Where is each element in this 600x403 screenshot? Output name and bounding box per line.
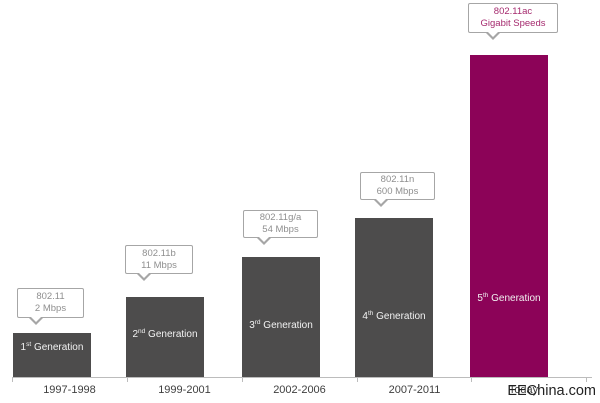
callout-gen1: 802.11 2 Mbps — [17, 288, 84, 325]
x-axis-label-1997-1998: 1997-1998 — [43, 384, 96, 396]
x-axis-line — [12, 377, 592, 378]
x-axis-label-2002-2006: 2002-2006 — [273, 384, 326, 396]
x-axis-label-2007-2011: 2007-2011 — [388, 384, 441, 396]
callout-standard: 802.11ac — [493, 6, 533, 17]
callout-speed: 54 Mbps — [262, 224, 299, 235]
axis-tick — [471, 377, 472, 382]
callout-gen4: 802.11n 600 Mbps — [360, 172, 435, 207]
x-axis-label-today: Today — [508, 384, 539, 396]
callout-speed: Gigabit Speeds — [480, 18, 546, 29]
axis-tick — [586, 377, 587, 382]
callout-gen2: 802.11b 11 Mbps — [125, 245, 193, 281]
bar-label: 4th Generation — [362, 310, 426, 322]
callout-gen5: 802.11ac Gigabit Speeds — [468, 3, 558, 40]
callout-standard: 802.11b — [142, 247, 176, 259]
bar-label: 5th Generation — [477, 292, 541, 304]
axis-tick — [242, 377, 243, 382]
bar-gen2: 2nd Generation — [126, 297, 204, 377]
bar-label: 2nd Generation — [132, 328, 198, 340]
bar-gen1: 1st Generation — [13, 333, 91, 377]
callout-standard: 802.11g/a — [259, 212, 302, 223]
watermark-eechina: EEChina.com — [507, 383, 596, 399]
callout-gen3: 802.11g/a 54 Mbps — [243, 210, 318, 245]
callout-standard: 802.11 — [36, 291, 65, 302]
axis-tick — [12, 377, 13, 382]
callout-speed: 11 Mbps — [141, 259, 177, 271]
axis-tick — [127, 377, 128, 382]
axis-tick — [357, 377, 358, 382]
x-axis-label-1999-2001: 1999-2001 — [158, 384, 211, 396]
bar-label: 1st Generation — [20, 341, 84, 353]
bar-label: 3rd Generation — [249, 319, 313, 331]
callout-speed: 600 Mbps — [376, 186, 419, 197]
callout-speed: 2 Mbps — [34, 303, 67, 314]
callout-standard: 802.11n — [380, 174, 415, 185]
bar-gen4: 4th Generation — [355, 218, 433, 377]
bar-gen5: 5th Generation — [470, 55, 548, 377]
bar-gen3: 3rd Generation — [242, 257, 320, 377]
